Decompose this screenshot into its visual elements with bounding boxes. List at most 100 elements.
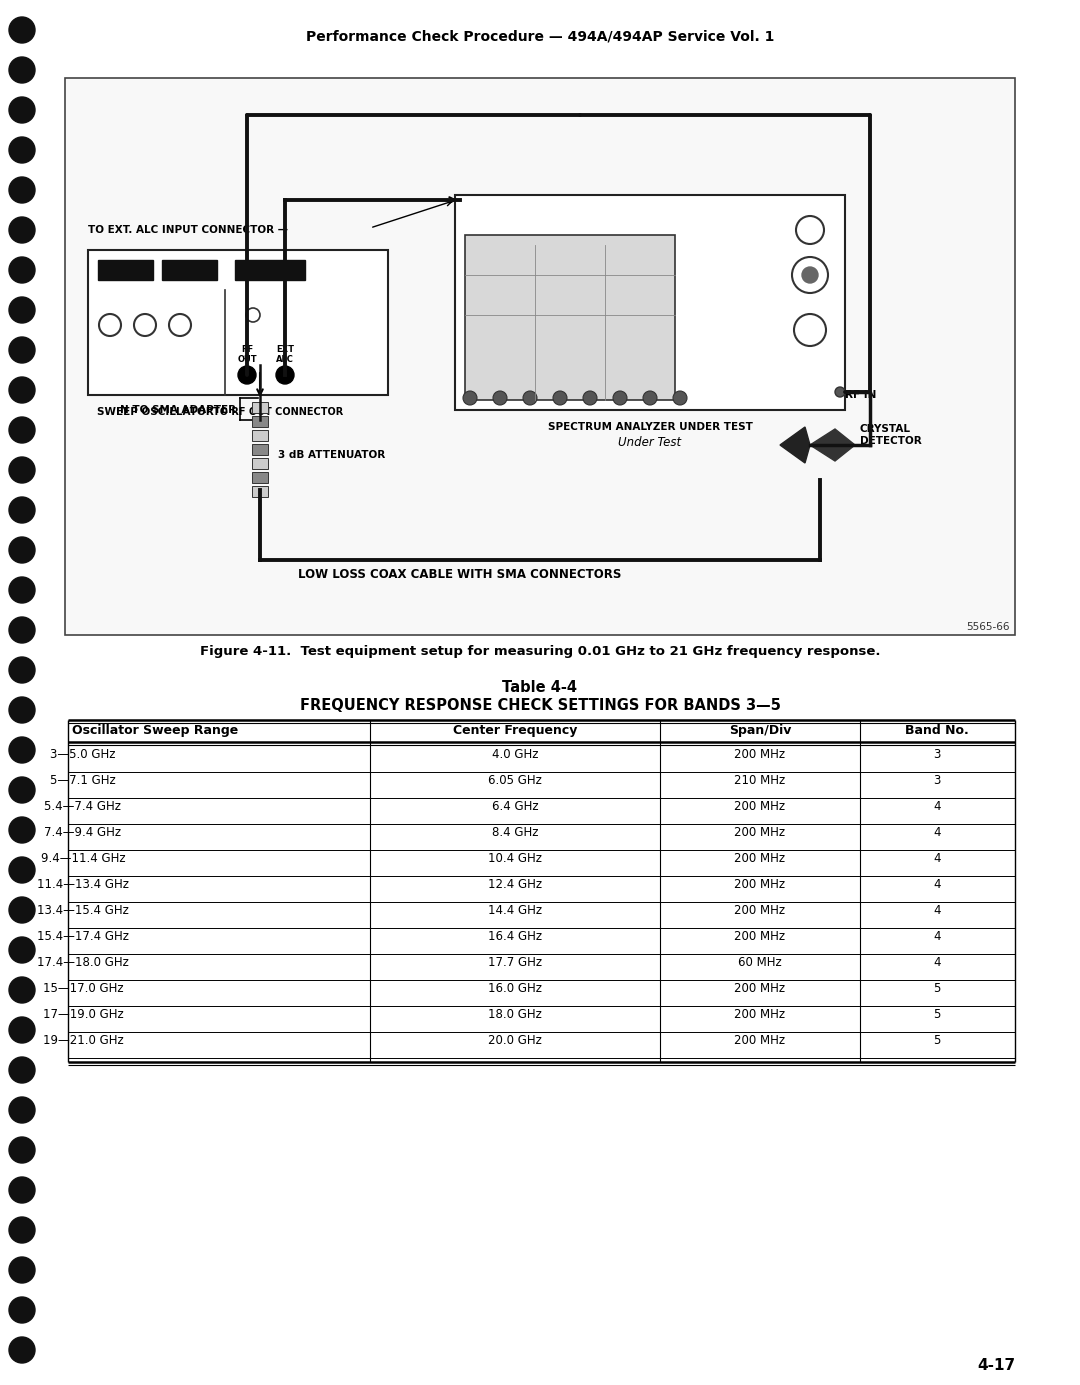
Circle shape	[835, 386, 845, 397]
Circle shape	[643, 391, 657, 404]
Circle shape	[9, 258, 35, 283]
Text: 200 MHz: 200 MHz	[734, 904, 785, 917]
Text: 3: 3	[933, 774, 941, 787]
Circle shape	[9, 897, 35, 922]
Text: N TO SMA ADAPTER: N TO SMA ADAPTER	[120, 404, 237, 415]
Text: 4: 4	[933, 801, 941, 813]
Text: 4: 4	[933, 929, 941, 943]
Circle shape	[168, 314, 191, 337]
Bar	[252, 445, 268, 456]
Circle shape	[9, 417, 35, 443]
Circle shape	[492, 391, 507, 404]
Circle shape	[238, 366, 256, 384]
Bar	[252, 402, 268, 413]
FancyBboxPatch shape	[465, 235, 675, 400]
Text: 200 MHz: 200 MHz	[734, 801, 785, 813]
Bar	[162, 260, 217, 280]
Text: Band No.: Band No.	[905, 724, 969, 737]
Text: 15.4—17.4 GHz: 15.4—17.4 GHz	[37, 929, 129, 943]
Text: 4-17: 4-17	[977, 1359, 1015, 1373]
Circle shape	[99, 314, 121, 337]
Text: 5: 5	[933, 982, 941, 994]
Circle shape	[9, 1057, 35, 1083]
Circle shape	[9, 938, 35, 963]
Polygon shape	[810, 429, 855, 461]
Text: 7.4—9.4 GHz: 7.4—9.4 GHz	[44, 825, 122, 839]
Circle shape	[9, 1097, 35, 1123]
Text: 200 MHz: 200 MHz	[734, 852, 785, 866]
Text: 200 MHz: 200 MHz	[734, 982, 785, 994]
Text: SPECTRUM ANALYZER UNDER TEST: SPECTRUM ANALYZER UNDER TEST	[548, 422, 753, 432]
Text: Performance Check Procedure — 494A/494AP Service Vol. 1: Performance Check Procedure — 494A/494AP…	[306, 30, 774, 44]
Text: 8.4 GHz: 8.4 GHz	[491, 825, 538, 839]
Text: 5—7.1 GHz: 5—7.1 GHz	[50, 774, 116, 787]
Circle shape	[9, 857, 35, 884]
Text: 11.4—13.4 GHz: 11.4—13.4 GHz	[37, 878, 129, 891]
Circle shape	[9, 217, 35, 242]
Text: 4: 4	[933, 904, 941, 917]
Text: 4: 4	[933, 956, 941, 970]
Text: 17—19.0 GHz: 17—19.0 GHz	[42, 1008, 123, 1021]
Circle shape	[613, 391, 627, 404]
Text: LOW LOSS COAX CABLE WITH SMA CONNECTORS: LOW LOSS COAX CABLE WITH SMA CONNECTORS	[298, 568, 622, 580]
Text: RF
OUT: RF OUT	[238, 345, 257, 364]
Circle shape	[794, 314, 826, 346]
Text: Table 4-4: Table 4-4	[502, 680, 578, 695]
Circle shape	[673, 391, 687, 404]
Text: 4: 4	[933, 825, 941, 839]
Text: Span/Div: Span/Div	[729, 724, 792, 737]
Text: 6.05 GHz: 6.05 GHz	[488, 774, 542, 787]
Circle shape	[9, 337, 35, 363]
Text: 14.4 GHz: 14.4 GHz	[488, 904, 542, 917]
Bar	[252, 416, 268, 427]
Circle shape	[9, 976, 35, 1003]
Circle shape	[463, 391, 477, 404]
Circle shape	[134, 314, 156, 337]
Circle shape	[9, 1296, 35, 1323]
Text: 3: 3	[933, 748, 941, 760]
Circle shape	[9, 497, 35, 524]
Text: 20.0 GHz: 20.0 GHz	[488, 1035, 542, 1047]
Text: 18.0 GHz: 18.0 GHz	[488, 1008, 542, 1021]
Text: 17.4—18.0 GHz: 17.4—18.0 GHz	[37, 956, 129, 970]
Text: 200 MHz: 200 MHz	[734, 929, 785, 943]
Text: 4: 4	[933, 852, 941, 866]
Circle shape	[9, 616, 35, 643]
Text: 9.4—11.4 GHz: 9.4—11.4 GHz	[41, 852, 125, 866]
Circle shape	[246, 307, 260, 321]
FancyBboxPatch shape	[455, 195, 845, 410]
Text: 16.0 GHz: 16.0 GHz	[488, 982, 542, 994]
Text: TO EXT. ALC INPUT CONNECTOR —: TO EXT. ALC INPUT CONNECTOR —	[87, 224, 288, 235]
Circle shape	[9, 177, 35, 204]
Bar	[252, 486, 268, 497]
Text: 200 MHz: 200 MHz	[734, 825, 785, 839]
Circle shape	[9, 1217, 35, 1242]
Text: 17.7 GHz: 17.7 GHz	[488, 956, 542, 970]
Bar	[252, 472, 268, 483]
Text: 5: 5	[933, 1008, 941, 1021]
Circle shape	[9, 296, 35, 323]
Text: 200 MHz: 200 MHz	[734, 1035, 785, 1047]
Text: 13.4—15.4 GHz: 13.4—15.4 GHz	[37, 904, 129, 917]
Circle shape	[9, 1258, 35, 1283]
Bar	[98, 260, 153, 280]
Circle shape	[9, 457, 35, 483]
Circle shape	[276, 366, 294, 384]
Circle shape	[9, 1177, 35, 1204]
Text: Oscillator Sweep Range: Oscillator Sweep Range	[72, 724, 239, 737]
Text: 4: 4	[933, 878, 941, 891]
Circle shape	[9, 137, 35, 163]
Text: 5565-66: 5565-66	[967, 622, 1010, 632]
Text: RF IN: RF IN	[845, 391, 876, 400]
Circle shape	[553, 391, 567, 404]
Text: 6.4 GHz: 6.4 GHz	[491, 801, 538, 813]
Circle shape	[9, 737, 35, 763]
Circle shape	[9, 656, 35, 683]
Text: 3—5.0 GHz: 3—5.0 GHz	[51, 748, 116, 760]
Circle shape	[9, 578, 35, 602]
Text: 10.4 GHz: 10.4 GHz	[488, 852, 542, 866]
Text: 12.4 GHz: 12.4 GHz	[488, 878, 542, 891]
Text: EXT
ALC: EXT ALC	[276, 345, 294, 364]
Text: 16.4 GHz: 16.4 GHz	[488, 929, 542, 943]
Text: 5.4—7.4 GHz: 5.4—7.4 GHz	[44, 801, 121, 813]
